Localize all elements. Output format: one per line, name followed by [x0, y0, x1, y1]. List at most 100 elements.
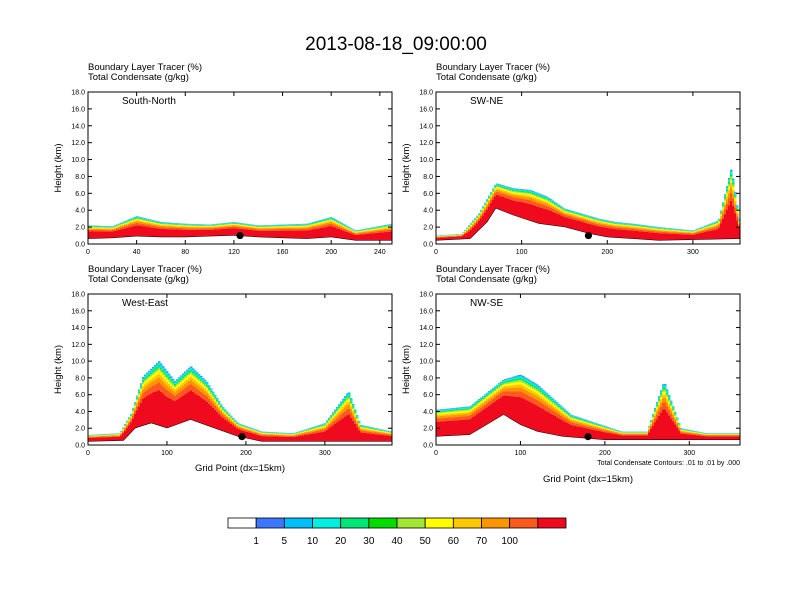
tracer-cell [450, 236, 453, 240]
tracer-cell [228, 223, 231, 224]
tracer-cell [478, 412, 481, 430]
location-marker [236, 231, 244, 240]
tracer-cell [314, 429, 317, 431]
tracer-cell [146, 226, 149, 237]
tracer-cell [342, 227, 345, 229]
tracer-cell [354, 231, 357, 233]
tracer-cell [562, 208, 565, 209]
tracer-cell [156, 369, 159, 372]
tracer-cell [240, 226, 243, 228]
tracer-cell [266, 227, 269, 229]
tracer-cell [616, 227, 619, 230]
tracer-cell [336, 408, 339, 411]
tracer-cell [344, 226, 347, 227]
tracer-cell [124, 228, 127, 238]
tracer-cell [386, 432, 389, 434]
tracer-cell [600, 221, 603, 223]
tracer-cell [712, 225, 715, 227]
tracer-cell [586, 223, 589, 234]
tracer-cell [162, 367, 165, 370]
tracer-cell [440, 413, 443, 415]
tracer-cell [266, 229, 269, 231]
tracer-cell [476, 218, 479, 220]
tracer-cell [458, 410, 461, 412]
tracer-cell [310, 229, 313, 239]
tracer-cell [138, 406, 141, 428]
tracer-cell [152, 225, 155, 228]
tracer-cell [732, 193, 735, 199]
tracer-cell [486, 398, 489, 401]
tracer-cell [244, 227, 247, 230]
tracer-cell [262, 230, 265, 238]
tracer-cell [348, 230, 351, 232]
tracer-cell [576, 215, 579, 217]
tracer-cell [276, 436, 279, 442]
tracer-cell [322, 428, 325, 430]
tracer-cell [206, 388, 209, 391]
tracer-cell [462, 412, 465, 415]
tracer-cell [228, 228, 231, 236]
tracer-cell [326, 421, 329, 423]
tracer-cell [232, 225, 235, 227]
tracer-cell [132, 221, 135, 223]
tracer-cell [696, 232, 699, 234]
tracer-cell [156, 222, 159, 224]
tracer-cell [556, 206, 559, 208]
tracer-cell [652, 232, 655, 241]
tracer-cell [228, 414, 231, 416]
tracer-cell [190, 225, 193, 226]
tracer-cell [512, 200, 515, 216]
tracer-cell [440, 237, 443, 241]
tracer-cell [128, 419, 131, 421]
tracer-cell [226, 416, 229, 419]
tracer-cell [352, 411, 355, 414]
tracer-cell [262, 434, 265, 435]
tracer-cell [448, 410, 451, 412]
tracer-cell [122, 222, 125, 224]
tracer-cell [594, 218, 597, 219]
tracer-cell [384, 435, 387, 442]
tracer-cell [668, 232, 671, 234]
tracer-cell [638, 228, 641, 230]
tracer-cell [332, 412, 335, 414]
tracer-cell [476, 221, 479, 224]
tracer-cell [320, 424, 323, 426]
tracer-cell [390, 229, 392, 232]
tracer-cell [596, 219, 599, 220]
tracer-cell [648, 229, 651, 231]
tracer-cell [154, 364, 157, 366]
tracer-cell [512, 188, 515, 190]
tracer-cell [592, 217, 595, 219]
tracer-cell [384, 432, 387, 433]
tracer-cell [380, 430, 383, 432]
tracer-cell [542, 196, 545, 198]
tracer-cell [120, 224, 123, 225]
tracer-cell [474, 219, 477, 221]
tracer-cell [362, 427, 365, 428]
tracer-cell [538, 196, 541, 198]
tracer-cell [324, 223, 327, 225]
tracer-cell [252, 227, 255, 229]
tracer-cell [176, 380, 179, 382]
tracer-cell [518, 198, 521, 202]
tracer-cell [336, 418, 339, 423]
tracer-cell [318, 228, 321, 239]
tracer-cell [460, 412, 463, 415]
tracer-cell [528, 203, 531, 221]
tracer-cell [104, 227, 107, 229]
tracer-cell [734, 198, 737, 201]
tracer-cell [510, 189, 513, 191]
tracer-cell [496, 191, 499, 195]
tracer-cell [484, 203, 487, 205]
tracer-cell [128, 225, 131, 228]
tracer-cell [292, 226, 295, 228]
tracer-cell [304, 431, 307, 432]
tracer-cell [490, 196, 493, 199]
tracer-cell [184, 225, 187, 226]
tracer-cell [384, 433, 387, 436]
tracer-cell [222, 228, 225, 236]
tracer-cell [452, 411, 455, 414]
tracer-cell [268, 230, 271, 238]
tracer-cell [652, 229, 655, 230]
tracer-cell [504, 190, 507, 193]
